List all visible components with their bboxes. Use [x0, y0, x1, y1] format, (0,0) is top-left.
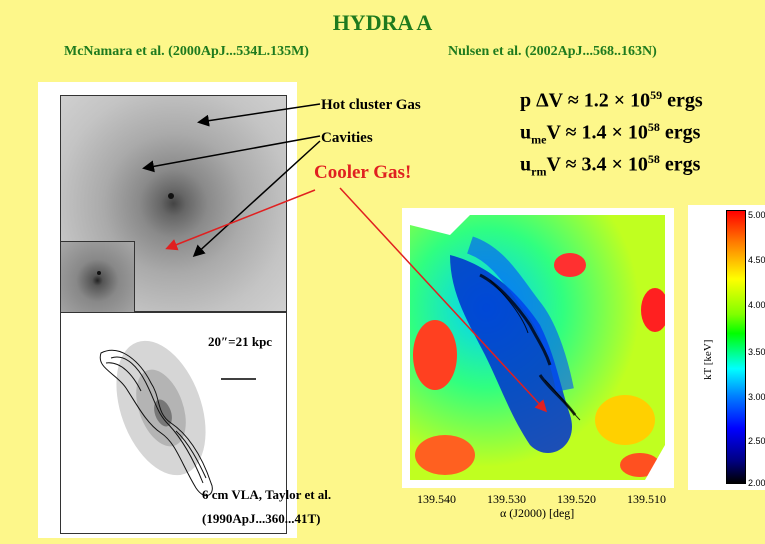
vla-credit-line2: (1990ApJ...360...41T) [202, 511, 321, 526]
equation-ume: umeV ≈ 1.4 × 1058 ergs [520, 120, 701, 147]
xray-inset-image [61, 241, 135, 312]
cavities-label: Cavities [321, 130, 373, 146]
x-tick-label: 139.510 [627, 492, 666, 506]
slide-title: HYDRA A [332, 10, 433, 35]
colorbar-tick: 4.50 [748, 255, 765, 265]
colorbar [726, 210, 746, 484]
reference-nulsen: Nulsen et al. (2002ApJ...568..163N) [448, 44, 657, 59]
radio-contours-svg [99, 340, 256, 497]
radio-contour-image [60, 312, 287, 534]
xray-image [60, 95, 287, 312]
arrow-cavity-2 [192, 140, 321, 258]
colorbar-tick: 5.00 [748, 210, 765, 220]
vla-credit-line1: 6 cm VLA, Taylor et al. [202, 487, 332, 502]
colorbar-tick: 4.00 [748, 300, 765, 310]
x-tick-label: 139.530 [487, 492, 526, 506]
equation-pdv: p ΔV ≈ 1.2 × 1059 ergs [520, 88, 703, 112]
colorbar-tick: 2.00 [748, 478, 765, 488]
arrow-cooler-right [339, 187, 548, 413]
x-tick-label: 139.520 [557, 492, 596, 506]
x-axis-label: α (J2000) [deg] [500, 506, 575, 520]
arrow-cooler-left [165, 189, 316, 251]
reference-mcnamara: McNamara et al. (2000ApJ...534L.135M) [64, 44, 309, 59]
scale-label: 20″=21 kpc [208, 334, 273, 349]
arrow-cavity-1 [142, 135, 321, 173]
cooler-gas-label: Cooler Gas! [314, 162, 412, 183]
colorbar-tick: 3.50 [748, 347, 765, 357]
equation-urm: urmV ≈ 3.4 × 1058 ergs [520, 152, 701, 179]
x-tick-label: 139.540 [417, 492, 456, 506]
hot-cluster-gas-label: Hot cluster Gas [321, 97, 421, 113]
xray-cavities-svg [97, 193, 174, 275]
colorbar-tick: 3.00 [748, 392, 765, 402]
arrow-hot-gas [197, 103, 321, 127]
colorbar-tick: 2.50 [748, 436, 765, 446]
